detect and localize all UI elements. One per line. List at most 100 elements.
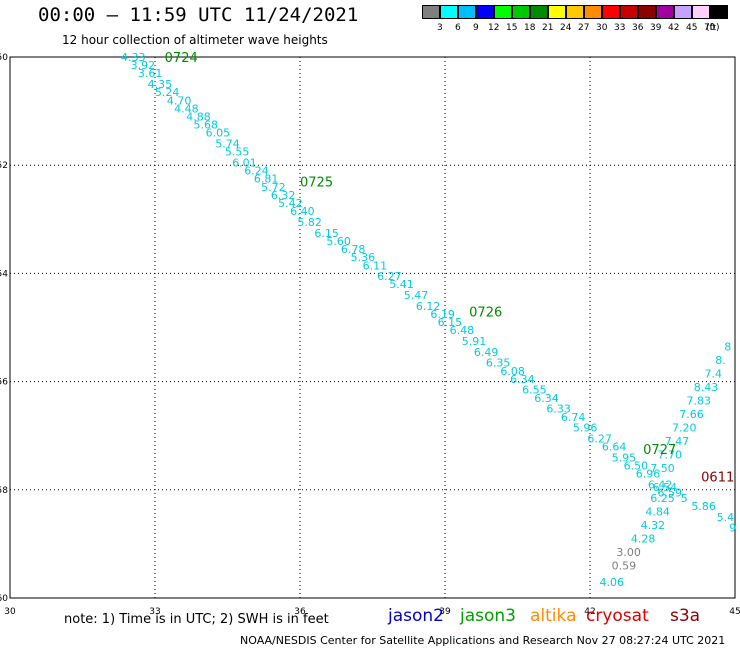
wave-height-value: 6.33 [546,403,571,416]
wave-height-value: 4.32 [641,519,666,532]
wave-height-value: 5.4 [717,511,735,524]
colorbar-label: 33 [614,23,626,33]
wave-height-value: 6.27 [587,432,612,445]
wave-height-value: 6.11 [363,259,388,272]
colorbar-swatch [548,5,566,19]
wave-height-value: 6.59 [658,487,683,500]
wave-height-value: 6.42 [648,478,673,491]
satellite-altika: altika [530,606,577,626]
wave-height-value: 7.20 [672,422,697,435]
x-tick-label: 45 [729,607,740,617]
colorbar-label: 3 [437,23,443,33]
wave-height-value: 7.66 [679,408,704,421]
wave-height-value: 4.35 [148,78,173,91]
wave-height-value: 8 [724,340,731,353]
wave-height-value: 7.50 [650,462,675,475]
wave-height-value: 6.12 [416,300,441,313]
wave-height-value: 3.00 [616,546,641,559]
colorbar-label: 27 [578,23,590,33]
wave-height-value: 0.59 [612,560,637,573]
y-tick-label: -50 [0,53,8,63]
y-tick-label: -54 [0,269,8,279]
wave-height-value: 6.05 [206,127,231,140]
wave-height-value: 6.15 [314,227,339,240]
wave-height-value: 6.15 [438,316,463,329]
y-tick-label: -58 [0,486,8,496]
colorbar-swatch [710,5,728,19]
colorbar-swatch [602,5,620,19]
colorbar-swatch [692,5,710,19]
colorbar-swatch [476,5,494,19]
wave-height-value: 6.01 [232,156,257,169]
wave-height-value: 4.88 [186,111,211,124]
wave-height-value: 5.41 [389,278,414,291]
wave-height-value: 6.74 [561,411,586,424]
pass-time-label: 0726 [469,305,502,320]
footer-credit: NOAA/NESDIS Center for Satellite Applica… [240,634,726,647]
wave-height-value: 6.64 [602,441,627,454]
y-tick-label: -60 [0,594,8,604]
wave-height-value: 6.35 [486,357,511,370]
wave-height-value: 6.78 [341,243,366,256]
y-tick-label: -52 [0,161,8,171]
satellite-jason3: jason3 [460,606,516,626]
chart-subtitle: 12 hour collection of altimeter wave hei… [62,33,328,47]
colorbar-label: 70 [704,23,716,33]
colorbar-swatch [530,5,548,19]
wave-height-value: 6.55 [522,384,547,397]
wave-height-value: 7.47 [665,435,690,448]
wave-height-value: 5.47 [404,289,429,302]
colorbar-label: 18 [524,23,536,33]
colorbar-label: 45 [686,23,698,33]
wave-height-value: 6.81 [254,173,279,186]
wave-height-value: 9 [729,522,736,535]
wave-height-value: 5.91 [462,335,487,348]
wave-height-value: 8. [715,354,726,367]
chart-title: 00:00 – 11:59 UTC 11/24/2021 [38,4,359,26]
colorbar-swatch [422,5,440,19]
colorbar-swatch [566,5,584,19]
colorbar-label: 15 [506,23,518,33]
wave-height-value: 5.96 [573,422,598,435]
wave-height-value: 3.92 [131,59,156,72]
colorbar-label: 24 [560,23,572,33]
wave-height-value: 4.28 [631,532,656,545]
wave-height-value: 6.24 [244,165,269,178]
wave-height-value: 5.42 [278,197,303,210]
wave-height-value: 6.96 [636,468,661,481]
wave-height-value: 3.61 [138,67,163,80]
colorbar-label: 30 [596,23,608,33]
wave-height-value: 5 [681,492,688,505]
wave-height-value: 5.68 [194,119,219,132]
wave-height-value: 6.40 [290,205,315,218]
colorbar-label: 42 [668,23,680,33]
colorbar-label: 12 [488,23,500,33]
x-tick-label: 30 [4,607,16,617]
wave-height-value: 8.43 [694,381,719,394]
wave-height-value: 6.54 [653,481,678,494]
wave-height-value: 4.84 [645,505,670,518]
wave-height-value: 7.70 [658,449,683,462]
wave-height-value: 6.27 [377,270,402,283]
colorbar-label: 9 [473,23,479,33]
satellite-cryosat: cryosat [586,606,649,626]
wave-height-value: 6.48 [450,324,475,337]
wave-height-value: 6.25 [650,492,675,505]
colorbar-swatch [638,5,656,19]
wave-height-value: 6.34 [534,392,559,405]
colorbar-label: 39 [650,23,662,33]
colorbar-swatch [584,5,602,19]
wave-height-value: 4.48 [174,102,199,115]
wave-height-value: 5.55 [225,146,250,159]
satellite-jason2: jason2 [388,606,444,626]
x-tick-label: 42 [584,607,595,617]
satellite-s3a: s3a [670,606,701,626]
wave-height-value: 6.32 [271,189,296,202]
pass-time-label: 0724 [165,51,198,66]
wave-height-value: 5.95 [612,451,637,464]
colorbar-label: 36 [632,23,644,33]
units-note: note: 1) Time is in UTC; 2) SWH is in fe… [64,612,329,627]
colorbar-swatch [656,5,674,19]
wave-height-value: 5.72 [261,181,286,194]
